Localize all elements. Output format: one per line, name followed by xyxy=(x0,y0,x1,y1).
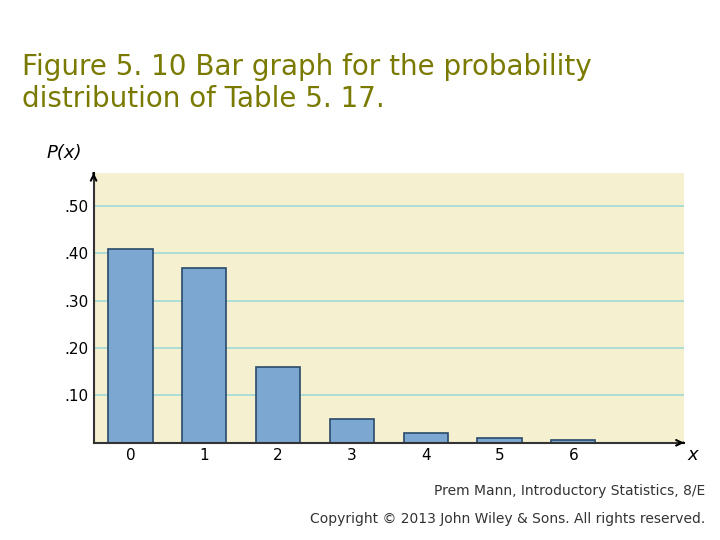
Bar xyxy=(256,367,300,443)
Text: Prem Mann, Introductory Statistics, 8/E: Prem Mann, Introductory Statistics, 8/E xyxy=(434,484,706,498)
Bar xyxy=(477,438,521,443)
Text: P(x): P(x) xyxy=(46,144,82,162)
Text: x: x xyxy=(688,446,698,464)
Bar xyxy=(403,433,448,443)
Text: Figure 5. 10 Bar graph for the probability
distribution of Table 5. 17.: Figure 5. 10 Bar graph for the probabili… xyxy=(22,53,591,113)
Bar xyxy=(552,441,595,443)
Bar xyxy=(108,248,153,443)
Bar xyxy=(182,267,226,443)
Text: Copyright © 2013 John Wiley & Sons. All rights reserved.: Copyright © 2013 John Wiley & Sons. All … xyxy=(310,512,706,526)
Bar xyxy=(330,419,374,443)
